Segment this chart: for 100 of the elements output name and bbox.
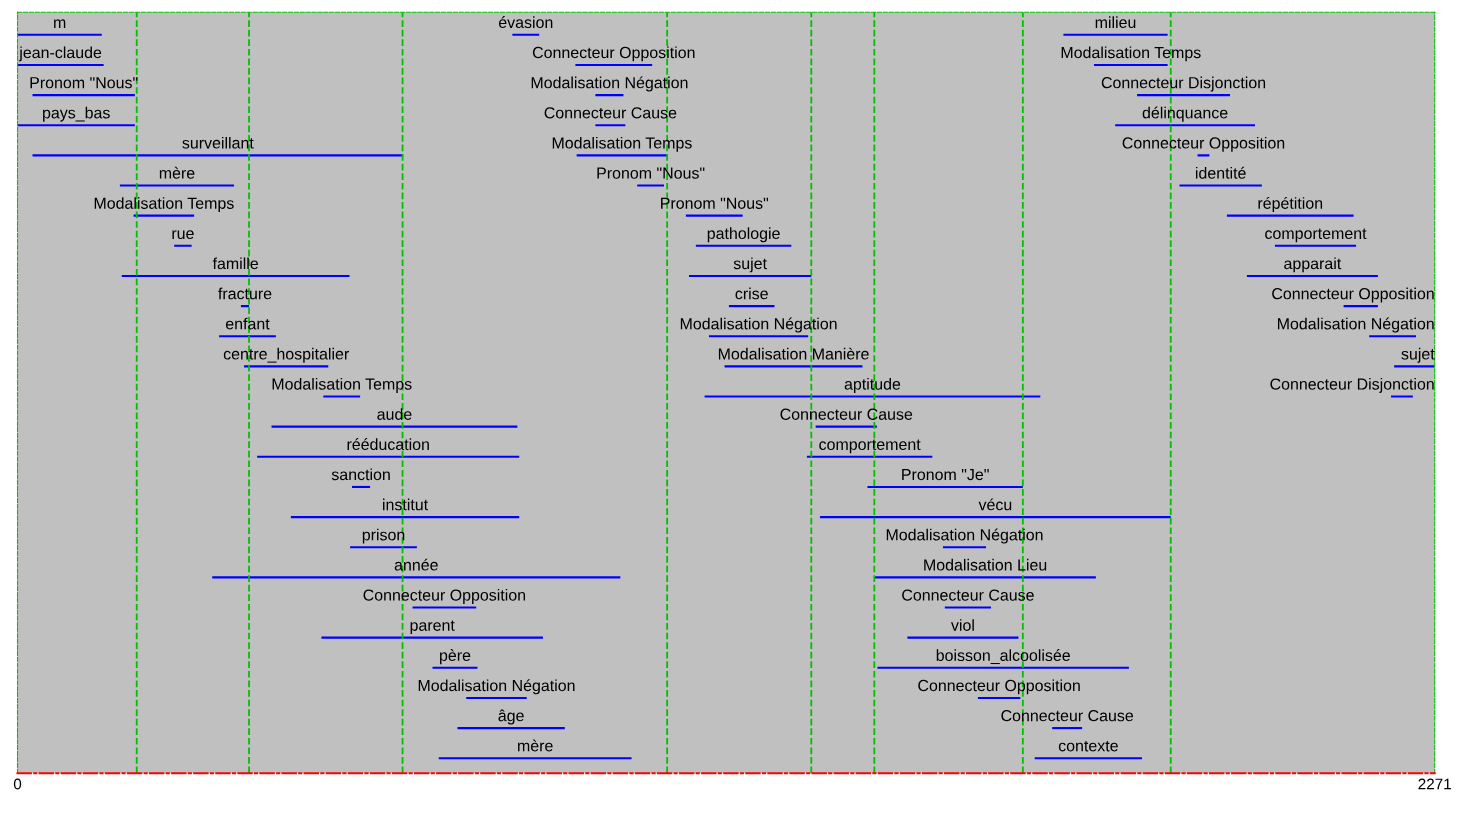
bar: [119, 184, 235, 187]
data-label: boisson_alcoolisée: [936, 649, 1070, 665]
data-label: aude: [377, 408, 412, 420]
data-label: Modalisation Temps: [1061, 46, 1201, 62]
data-label: parent: [410, 620, 455, 635]
data-label: sujet: [733, 257, 767, 273]
data-label: pathologie: [707, 227, 780, 243]
data-label: contexte: [1058, 740, 1118, 752]
bar: [867, 485, 1023, 488]
bar: [637, 184, 665, 187]
data-label: Connecteur Cause: [902, 589, 1034, 601]
data-label: âge: [498, 709, 524, 725]
data-label: pays_bas: [43, 106, 110, 122]
data-label: surveillant: [182, 136, 254, 149]
data-label: mère: [518, 739, 553, 752]
bar: [820, 516, 1171, 519]
bar: [977, 696, 1021, 699]
data-label: Connecteur Cause: [544, 107, 677, 119]
data-label: jean-claude: [18, 46, 102, 62]
data-label: Modalisation Manière: [718, 347, 869, 360]
data-label: Pronom "Je": [902, 469, 989, 481]
bar: [1369, 335, 1416, 338]
data-label: centre_hospitalier: [223, 347, 349, 363]
bar: [219, 335, 276, 338]
bar: [1137, 94, 1231, 97]
data-label: viol: [951, 619, 974, 631]
bar: [290, 516, 520, 519]
bar: [323, 395, 361, 398]
bar: [17, 33, 102, 36]
data-label: Connecteur Disjonction: [1101, 76, 1266, 92]
data-label: crise: [735, 287, 768, 300]
bar: [17, 124, 135, 127]
data-label: Connecteur Opposition: [532, 46, 695, 62]
bar: [352, 485, 371, 488]
bar: [1179, 184, 1262, 187]
data-label: apparait: [1284, 257, 1342, 273]
data-label: sanction: [331, 468, 390, 481]
data-label: vécu: [978, 498, 1012, 511]
bar: [257, 455, 520, 458]
bar: [321, 636, 543, 639]
data-label: Connecteur Opposition: [918, 679, 1080, 695]
data-label: répétition: [1258, 196, 1323, 213]
data-label: Modalisation Temps: [94, 197, 234, 213]
bar: [575, 63, 653, 67]
bar: [704, 395, 1041, 398]
data-label: identité: [1195, 166, 1246, 179]
bar: [728, 305, 775, 308]
data-label: Connecteur Disjonction: [1270, 378, 1434, 393]
data-label: m: [54, 19, 66, 28]
bar: [133, 214, 195, 217]
bar: [907, 636, 1019, 639]
bar: [174, 244, 192, 247]
data-label: Connecteur Opposition: [1122, 136, 1285, 152]
data-label: Modalisation Négation: [886, 528, 1043, 544]
data-label: fracture: [218, 287, 272, 300]
bar: [32, 94, 135, 97]
bar: [32, 154, 404, 157]
bar: [121, 274, 350, 278]
bar: [438, 757, 632, 760]
bar: [1343, 305, 1378, 308]
data-label: sujet: [1401, 347, 1435, 363]
x-tick-label: 0: [13, 778, 22, 790]
bar: [576, 154, 668, 157]
bar: [944, 606, 992, 609]
data-label: Pronom "Nous": [30, 77, 138, 89]
data-label: Pronom "Nous": [597, 167, 705, 179]
data-label: aptitude: [844, 378, 901, 393]
bar: [815, 425, 877, 428]
data-label: Modalisation Négation: [531, 76, 688, 92]
data-label: enfant: [225, 317, 270, 330]
bar: [688, 274, 812, 278]
bar: [240, 305, 250, 308]
data-label: délinquance: [1142, 106, 1228, 122]
bar: [244, 365, 329, 368]
bar: [1274, 244, 1357, 247]
bar: [1052, 727, 1083, 730]
bar: [877, 666, 1129, 669]
data-label: prison: [362, 528, 405, 544]
bar: [350, 546, 417, 549]
bar: [724, 365, 863, 368]
bar: [432, 666, 478, 669]
bar: [1034, 757, 1143, 760]
bar: [212, 576, 621, 579]
bar: [685, 214, 743, 217]
bar: [595, 124, 626, 127]
bar: [695, 244, 792, 247]
bar: [1063, 33, 1168, 36]
data-label: Connecteur Opposition: [1272, 287, 1434, 303]
data-label: Connecteur Opposition: [363, 589, 526, 604]
data-label: Modalisation Temps: [552, 136, 692, 152]
bar: [412, 606, 477, 609]
bar: [595, 94, 624, 97]
data-label: père: [440, 649, 471, 665]
bar: [942, 546, 987, 549]
bar: [512, 33, 540, 36]
data-label: institut: [383, 498, 429, 511]
bar: [1093, 63, 1168, 67]
data-label: Pronom "Nous": [661, 197, 769, 209]
data-label: comportement: [819, 439, 921, 454]
bar: [1115, 124, 1255, 127]
